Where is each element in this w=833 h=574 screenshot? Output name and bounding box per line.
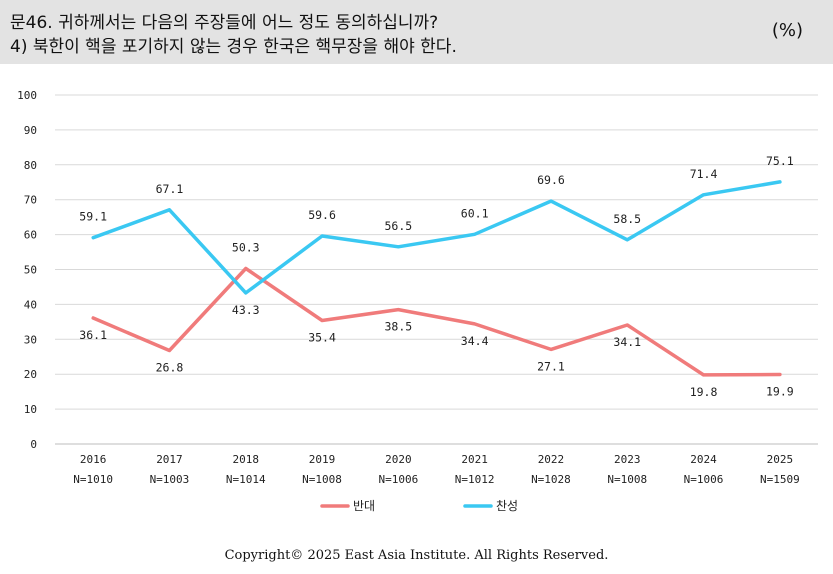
data-label: 75.1 [766,154,794,168]
y-tick-label: 90 [24,124,37,137]
data-label: 36.1 [79,328,107,342]
question-subtitle: 4) 북한이 핵을 포기하지 않는 경우 한국은 핵무장을 해야 한다. [10,37,457,57]
series-lines [91,180,782,377]
x-tick-sample-size: N=1010 [73,473,113,486]
y-tick-label: 10 [24,403,37,416]
x-tick-sample-size: N=1509 [760,473,800,486]
y-tick-label: 80 [24,159,37,172]
data-label: 26.8 [156,360,184,374]
data-label: 58.5 [613,212,641,226]
x-tick-label: 2016 [80,453,107,466]
x-tick-label: 2018 [233,453,260,466]
question-title: 문46. 귀하께서는 다음의 주장들에 어느 정도 동의하십니까? [10,13,439,33]
data-label: 69.6 [537,173,565,187]
unit-label: (%) [771,20,803,41]
series-line-oppose [91,266,782,377]
y-tick-label: 20 [24,368,37,381]
data-label: 50.3 [232,240,260,254]
x-tick-label: 2020 [385,453,412,466]
x-tick-sample-size: N=1006 [684,473,724,486]
y-tick-label: 50 [24,264,37,277]
x-tick-sample-size: N=1012 [455,473,495,486]
data-label: 19.9 [766,385,794,399]
series-line-support [91,180,782,295]
x-tick-label: 2017 [156,453,183,466]
y-tick-label: 30 [24,333,37,346]
legend-label: 찬성 [496,498,518,513]
y-axis-ticks: 0 10 20 30 40 50 60 70 80 90 100 [17,89,37,451]
data-label: 35.4 [308,330,336,344]
x-tick-label: 2023 [614,453,641,466]
data-label: 38.5 [384,320,412,334]
x-tick-label: 2021 [461,453,488,466]
x-tick-sample-size: N=1003 [150,473,190,486]
data-label: 27.1 [537,359,565,373]
data-label: 56.5 [384,219,412,233]
data-label: 59.1 [79,210,107,224]
data-label: 34.4 [461,334,489,348]
data-labels: 36.1 26.8 50.3 35.4 38.5 34.4 27.1 34.1 19.8 19.9… [79,154,793,399]
data-label: 59.6 [308,208,336,222]
y-tick-label: 40 [24,298,37,311]
data-label: 34.1 [613,335,641,349]
data-label: 67.1 [156,182,184,196]
data-label: 43.3 [232,303,260,317]
x-tick-label: 2025 [767,453,794,466]
copyright-notice: Copyright© 2025 East Asia Institute. All… [224,548,609,563]
x-tick-sample-size: N=1028 [531,473,571,486]
data-label: 60.1 [461,206,489,220]
x-tick-label: 2019 [309,453,336,466]
data-label: 71.4 [690,167,718,181]
data-label: 19.8 [690,385,718,399]
x-tick-label: 2024 [690,453,717,466]
x-tick-sample-size: N=1008 [607,473,647,486]
question-header: 문46. 귀하께서는 다음의 주장들에 어느 정도 동의하십니까? 4) 북한이… [0,0,833,64]
y-tick-label: 0 [30,438,37,451]
y-tick-label: 70 [24,194,37,207]
x-tick-label: 2022 [538,453,565,466]
legend-label: 반대 [353,499,375,513]
legend: 반대 찬성 [320,498,518,513]
x-tick-sample-size: N=1006 [378,473,418,486]
x-tick-sample-size: N=1014 [226,473,266,486]
y-tick-label: 100 [17,89,37,102]
y-tick-label: 60 [24,229,37,242]
x-axis-ticks: 2016 N=1010 2017 N=1003 2018 N=1014 2019 N=1008… [73,453,799,486]
x-tick-sample-size: N=1008 [302,473,342,486]
